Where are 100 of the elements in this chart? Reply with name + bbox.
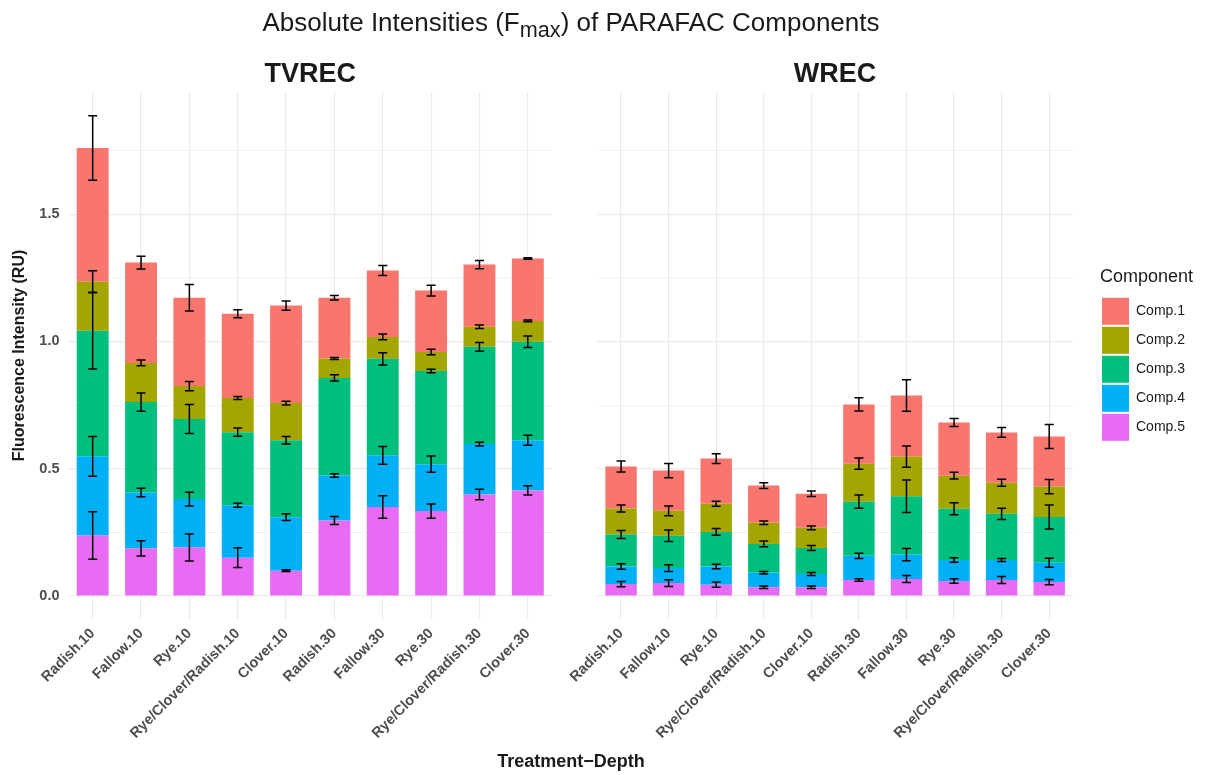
bar	[511, 440, 544, 491]
bar	[985, 513, 1018, 560]
bar	[1033, 436, 1065, 487]
legend-label: Comp.5	[1135, 418, 1186, 435]
bar	[221, 432, 254, 506]
bar	[221, 313, 254, 399]
bar	[125, 362, 157, 403]
bar	[221, 557, 254, 596]
y-axis-title: Fluorescence Intensity (RU)	[10, 249, 28, 462]
bar	[463, 494, 496, 596]
bar	[270, 440, 303, 518]
legend-label: Comp.1	[1135, 302, 1186, 319]
bar	[652, 535, 685, 569]
bar	[366, 506, 399, 596]
bar	[843, 501, 875, 556]
bar	[795, 527, 828, 548]
bar	[605, 566, 637, 585]
bar	[221, 398, 254, 433]
bar	[652, 470, 685, 511]
legend-label: Comp.4	[1135, 389, 1186, 406]
bar	[270, 305, 303, 404]
bar	[938, 475, 970, 509]
bar	[76, 456, 109, 536]
bar	[270, 517, 303, 571]
bar	[938, 581, 970, 596]
bar	[76, 148, 109, 282]
bar	[985, 580, 1018, 596]
bar	[270, 570, 303, 596]
bar	[415, 511, 448, 596]
bar	[605, 466, 637, 509]
bar	[76, 535, 109, 596]
legend-title: Component	[1099, 266, 1194, 287]
bar	[511, 320, 544, 342]
bar	[748, 587, 780, 596]
bar	[1033, 582, 1065, 596]
bar	[748, 522, 780, 544]
bar	[221, 505, 254, 558]
bar	[890, 456, 923, 497]
bar	[700, 566, 732, 585]
bar	[318, 377, 351, 476]
bar	[463, 346, 496, 445]
bar	[1033, 516, 1065, 563]
bar	[366, 270, 399, 337]
bar	[700, 531, 732, 567]
bar	[605, 508, 637, 535]
bar	[938, 559, 970, 582]
bar	[511, 258, 544, 321]
y-tick-label: 1.5	[39, 205, 60, 222]
bar	[463, 326, 496, 347]
y-tick-label: 0.0	[39, 587, 60, 604]
bar	[173, 547, 206, 596]
bar	[173, 499, 206, 548]
bar	[173, 297, 206, 387]
bar	[652, 568, 685, 584]
legend-label: Comp.3	[1135, 360, 1186, 377]
bar	[318, 297, 351, 359]
bar	[415, 371, 448, 465]
bar	[985, 482, 1018, 514]
bar	[366, 336, 399, 359]
bar	[985, 559, 1018, 581]
bar	[463, 444, 496, 495]
bar	[173, 418, 206, 500]
chart-subtitle: WREC	[793, 58, 877, 89]
bar	[125, 262, 157, 363]
bar	[173, 386, 206, 419]
bar	[795, 547, 828, 574]
bar	[795, 493, 828, 528]
bar	[938, 422, 970, 476]
chart-subtitle: TVREC	[264, 58, 357, 89]
bar	[463, 264, 496, 327]
bar	[511, 341, 544, 441]
bar	[366, 455, 399, 507]
bar	[890, 395, 923, 457]
legend-label: Comp.2	[1135, 331, 1186, 348]
bar	[415, 351, 448, 372]
bar	[795, 573, 828, 588]
bar	[415, 464, 448, 512]
x-axis-title: Treatment−Depth	[497, 751, 645, 771]
bar	[700, 503, 732, 532]
bar	[318, 520, 351, 596]
bar	[652, 510, 685, 536]
bar	[700, 458, 732, 504]
bar	[890, 496, 923, 555]
bar	[318, 475, 351, 521]
bar	[890, 579, 923, 596]
bar	[76, 330, 109, 457]
bar	[76, 281, 109, 331]
bar	[748, 485, 780, 523]
bar	[366, 358, 399, 456]
bar	[938, 508, 970, 560]
bar	[843, 463, 875, 502]
bar	[125, 548, 157, 596]
bar	[843, 404, 875, 464]
chart-title: Absolute Intensities (F$_{max}$) of PARAFAC Components	[262, 7, 880, 43]
bar	[985, 432, 1018, 483]
bar	[652, 583, 685, 596]
bar	[125, 402, 157, 493]
bar	[843, 580, 875, 596]
bar	[511, 490, 544, 596]
bar	[1033, 562, 1065, 583]
